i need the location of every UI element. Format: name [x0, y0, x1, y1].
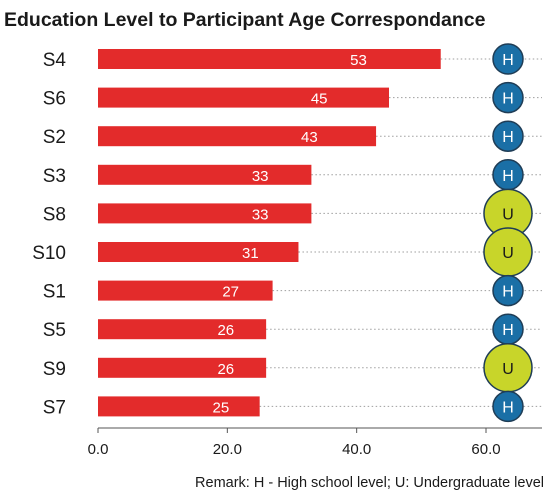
marker-label: H	[502, 284, 514, 301]
marker-label: H	[502, 168, 514, 185]
bar	[98, 87, 389, 108]
bar-value-label: 25	[213, 399, 230, 416]
chart-title: Education Level to Participant Age Corre…	[4, 9, 486, 31]
category-label: S7	[43, 397, 66, 418]
bar	[98, 319, 267, 340]
x-tick-label: 0.0	[88, 441, 109, 458]
bar-value-label: 31	[242, 245, 259, 262]
bar-value-label: 43	[301, 129, 318, 146]
category-label: S5	[43, 320, 66, 341]
category-label: S4	[43, 50, 67, 71]
chart-title-part2: to Participant Age Correspondance	[154, 9, 486, 31]
bar	[98, 126, 377, 147]
bar	[98, 357, 267, 378]
x-tick-label: 60.0	[471, 441, 500, 458]
bar	[98, 164, 312, 185]
bar	[98, 203, 312, 224]
high-school-marker	[492, 81, 524, 114]
bar	[98, 396, 260, 417]
x-tick-label: 40.0	[342, 441, 371, 458]
bar-value-label: 27	[222, 284, 239, 301]
marker-label: H	[502, 52, 514, 69]
marker-label: U	[502, 361, 514, 378]
high-school-marker	[492, 43, 524, 75]
marker-label: H	[502, 129, 514, 146]
marker-label: H	[502, 91, 514, 108]
marker-label: H	[502, 322, 514, 339]
category-label: S3	[43, 166, 66, 187]
high-school-marker	[492, 120, 524, 152]
category-label: S2	[43, 127, 66, 148]
category-label: S9	[43, 359, 66, 380]
category-label: S1	[43, 282, 66, 303]
category-label: S8	[43, 204, 66, 225]
bar-value-label: 53	[350, 52, 367, 69]
high-school-marker	[492, 390, 524, 423]
category-label: S10	[32, 243, 66, 264]
bar	[98, 242, 299, 262]
chart-title-part1: Education Level	[4, 9, 154, 31]
marker-label: U	[502, 206, 514, 223]
plot-area: S4 53 H S6 45 H S2 43 H S3 33 H S8 33 U S10 31 U S1 27 H S5 26…	[32, 43, 542, 458]
bar	[98, 49, 441, 69]
bar-value-label: 26	[217, 361, 234, 378]
marker-label: U	[502, 245, 514, 262]
bar-value-label: 26	[217, 322, 234, 339]
remark-note: Remark: H - High school level; U: Underg…	[195, 475, 544, 491]
category-label: S6	[43, 89, 66, 110]
bar-value-label: 33	[252, 206, 269, 223]
x-tick-label: 20.0	[213, 441, 242, 458]
bar	[98, 280, 273, 301]
bar-value-label: 45	[311, 91, 328, 108]
bar-value-label: 33	[252, 168, 269, 185]
high-school-marker	[492, 274, 524, 307]
marker-label: H	[502, 399, 514, 416]
